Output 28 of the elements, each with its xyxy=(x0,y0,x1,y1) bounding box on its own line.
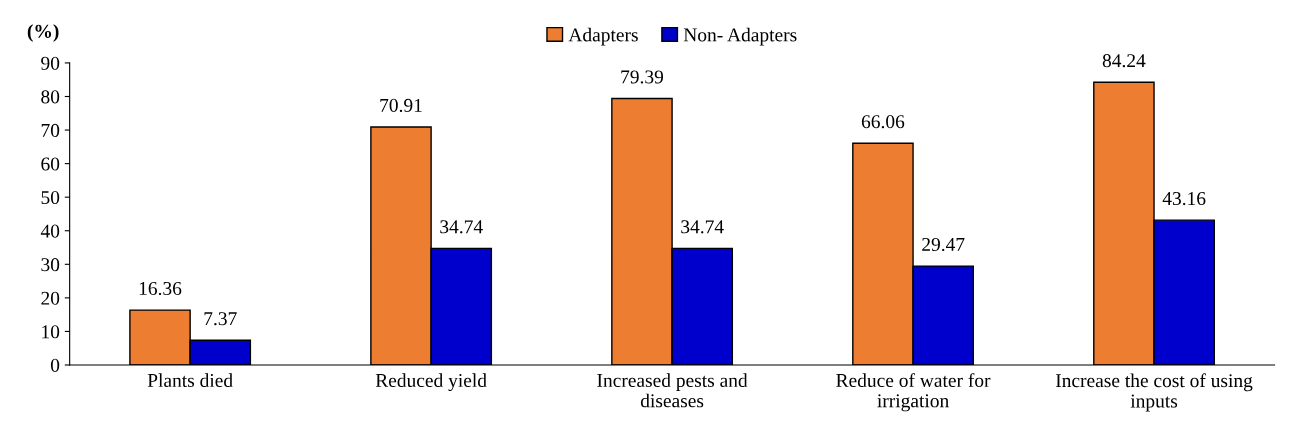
data-label: 29.47 xyxy=(922,237,965,252)
y-tick-label: 60 xyxy=(41,157,60,171)
data-label: 79.39 xyxy=(621,70,664,84)
y-tick-label: 90 xyxy=(41,56,60,70)
data-label: 34.74 xyxy=(681,220,724,234)
y-tick-label: 0 xyxy=(50,358,60,372)
data-label: 34.74 xyxy=(440,220,483,234)
y-axis-title: (%) xyxy=(27,24,59,42)
x-tick-label: Increased pests and diseases xyxy=(597,373,748,408)
data-label: 43.16 xyxy=(1162,192,1206,206)
data-label: 84.24 xyxy=(1102,54,1146,68)
legend-label: Adapters xyxy=(568,27,638,46)
data-label: 66.06 xyxy=(861,115,905,129)
legend-label: Non- Adapters xyxy=(683,27,797,46)
data-label: 7.37 xyxy=(204,312,237,326)
y-tick-label: 50 xyxy=(41,191,60,205)
x-tick-label: Increase the cost of using inputs xyxy=(1055,373,1253,412)
x-tick-label: Plants died xyxy=(147,373,233,388)
x-tick-label: Reduce of water for irrigation xyxy=(836,373,991,412)
y-tick-label: 70 xyxy=(41,123,60,137)
y-tick-label: 30 xyxy=(41,258,60,272)
data-label: 70.91 xyxy=(380,98,422,113)
data-label: 16.36 xyxy=(139,281,182,296)
y-tick-label: 20 xyxy=(41,291,60,305)
x-tick-label: Reduced yield xyxy=(375,373,487,392)
y-tick-label: 40 xyxy=(40,224,60,238)
y-tick-label: 10 xyxy=(42,325,60,339)
y-tick-label: 80 xyxy=(41,90,60,104)
